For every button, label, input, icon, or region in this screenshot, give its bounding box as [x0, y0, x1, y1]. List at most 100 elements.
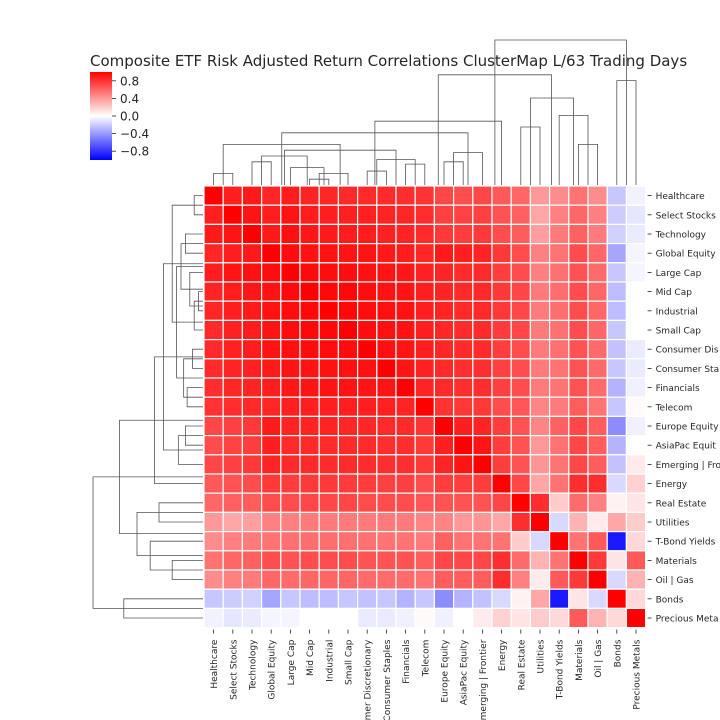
heatmap-cell	[491, 281, 512, 302]
heatmap-cell	[337, 473, 359, 494]
heatmap-cell	[433, 204, 455, 225]
row-dendrogram-link	[92, 476, 203, 609]
heatmap-cell	[357, 569, 378, 590]
heatmap-cell	[433, 262, 455, 283]
heatmap-cell	[568, 435, 589, 456]
heatmap-cell	[299, 607, 320, 629]
heatmap-cell	[241, 319, 263, 341]
heatmap-cell	[222, 204, 243, 225]
heatmap-cell	[299, 281, 320, 302]
col-label: T-Bond Yields	[556, 639, 566, 700]
heatmap-cell	[529, 396, 551, 418]
heatmap-cell	[318, 607, 340, 629]
heatmap-cell	[318, 588, 340, 610]
heatmap-cell	[299, 492, 320, 514]
heatmap-cell	[548, 550, 570, 571]
heatmap-cell	[376, 454, 397, 475]
heatmap-cell	[395, 377, 416, 398]
col-label: Mid Cap	[306, 639, 316, 676]
heatmap-cell	[203, 607, 224, 629]
row-label: Bonds	[656, 595, 684, 605]
heatmap-cell	[357, 530, 378, 552]
heatmap-cell	[529, 281, 551, 302]
heatmap-cell	[376, 569, 397, 590]
heatmap-cell	[357, 396, 378, 418]
heatmap-cell	[280, 339, 301, 360]
row-label: Healthcare	[656, 192, 706, 202]
heatmap-cell	[568, 204, 589, 225]
col-label: Large Cap	[287, 639, 297, 685]
heatmap-cell	[376, 262, 397, 283]
heatmap-cell	[472, 550, 493, 571]
heatmap-cell	[433, 511, 455, 533]
heatmap-cell	[261, 243, 282, 264]
heatmap-cell	[433, 607, 455, 629]
heatmap-cell	[491, 550, 512, 571]
heatmap-cell	[587, 339, 608, 360]
heatmap-cell	[625, 435, 647, 456]
heatmap-cell	[510, 243, 532, 264]
heatmap-cell	[318, 185, 340, 206]
heatmap-cell	[625, 415, 647, 437]
heatmap-cell	[395, 511, 416, 533]
heatmap-cell	[241, 185, 263, 206]
heatmap-cell	[491, 396, 512, 418]
heatmap-cell	[510, 569, 532, 590]
heatmap-cell	[318, 262, 340, 283]
heatmap-cell	[472, 185, 493, 206]
colorbar	[90, 72, 112, 160]
heatmap-cell	[433, 530, 455, 552]
heatmap-cell	[491, 588, 512, 610]
heatmap-cell	[241, 588, 263, 610]
heatmap-cell	[433, 185, 455, 206]
heatmap-cell	[357, 339, 378, 360]
heatmap-cell	[472, 415, 493, 437]
heatmap-cell	[606, 435, 628, 456]
heatmap-cell	[280, 435, 301, 456]
heatmap-cell	[568, 223, 589, 245]
heatmap-cell	[280, 377, 301, 398]
heatmap-cell	[376, 204, 397, 225]
heatmap-cell	[491, 300, 512, 322]
heatmap-cell	[529, 262, 551, 283]
heatmap-cell	[433, 319, 455, 341]
heatmap-cell	[568, 550, 589, 571]
heatmap-cell	[472, 454, 493, 475]
heatmap-cell	[510, 435, 532, 456]
heatmap-cell	[453, 300, 474, 322]
heatmap-cell	[433, 550, 455, 571]
heatmap-cell	[241, 435, 263, 456]
heatmap-cell	[453, 569, 474, 590]
heatmap-cell	[203, 185, 224, 206]
heatmap-cell	[472, 530, 493, 552]
heatmap-cell	[548, 185, 570, 206]
heatmap-cell	[280, 243, 301, 264]
heatmap-cell	[606, 204, 628, 225]
heatmap-cell	[491, 415, 512, 437]
heatmap-cell	[261, 358, 282, 379]
heatmap-cell	[510, 339, 532, 360]
heatmap-cell	[568, 607, 589, 629]
col-label: Materials	[575, 639, 585, 681]
heatmap-cell	[337, 319, 359, 341]
heatmap-cell	[318, 319, 340, 341]
heatmap-cell	[453, 396, 474, 418]
heatmap-cell	[241, 358, 263, 379]
heatmap-cell	[606, 319, 628, 341]
heatmap-cell	[587, 492, 608, 514]
heatmap-cell	[606, 511, 628, 533]
heatmap-cell	[453, 415, 474, 437]
heatmap-cell	[395, 550, 416, 571]
heatmap-cell	[318, 454, 340, 475]
heatmap-cell	[395, 339, 416, 360]
heatmap-cell	[241, 339, 263, 360]
heatmap-cell	[606, 569, 628, 590]
heatmap-cell	[261, 435, 282, 456]
row-label: Europe Equity	[656, 423, 720, 433]
heatmap-cell	[357, 300, 378, 322]
heatmap-cell	[510, 204, 532, 225]
heatmap-cell	[203, 588, 224, 610]
heatmap-cell	[568, 588, 589, 610]
heatmap-cell	[203, 530, 224, 552]
